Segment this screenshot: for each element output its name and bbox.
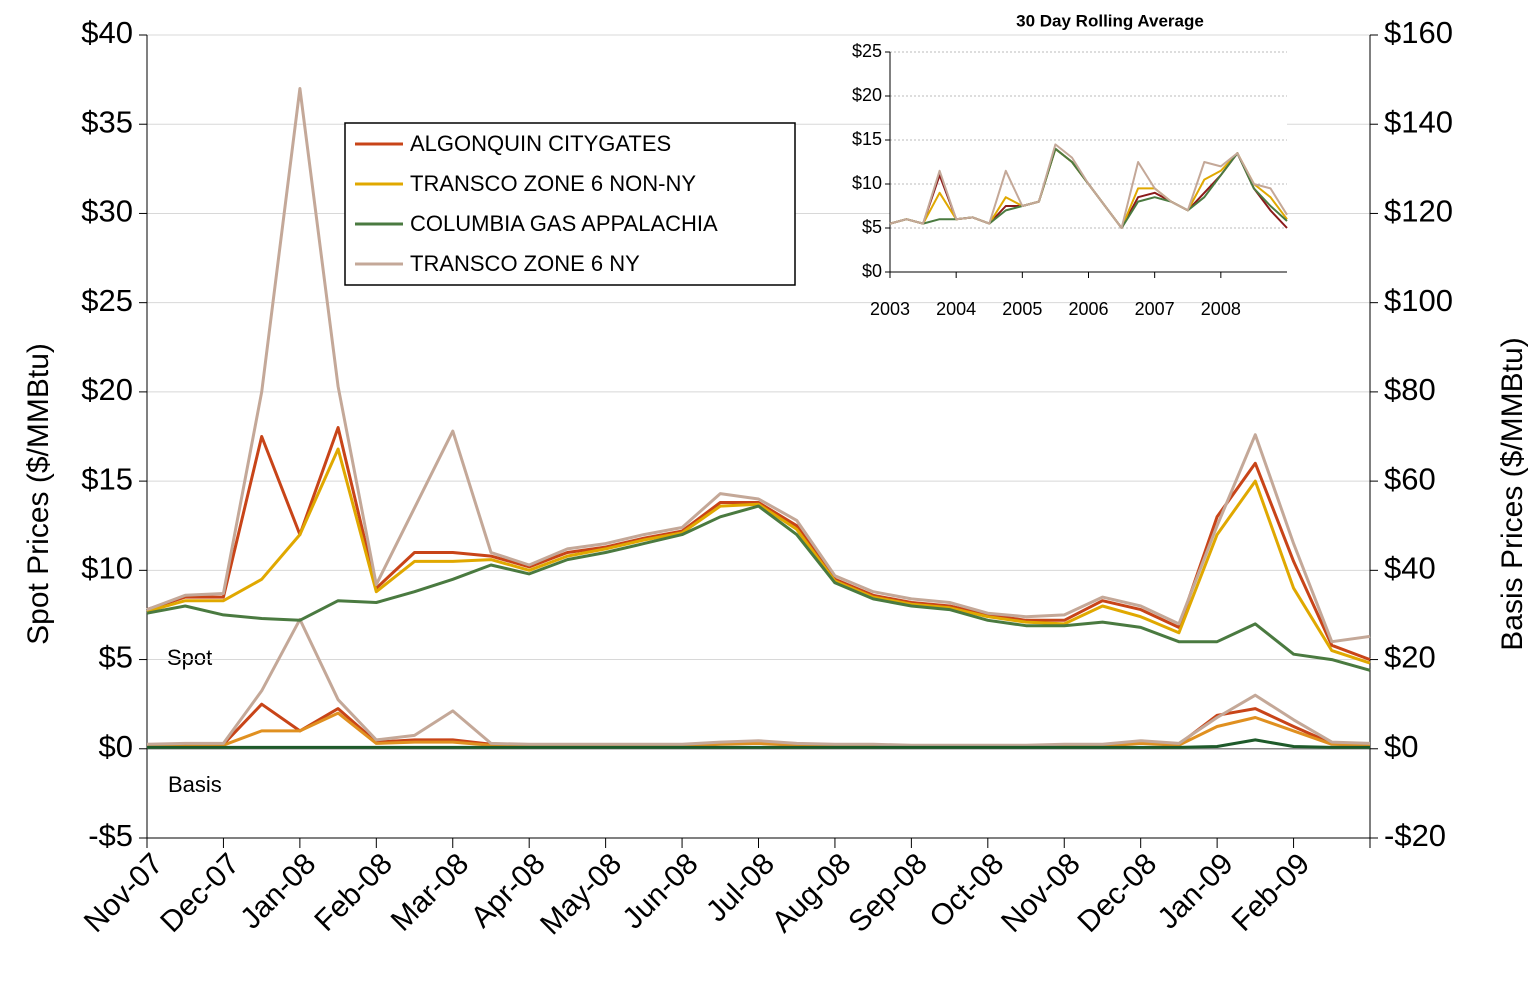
y-axis-title: Spot Prices ($/MMBtu) <box>22 343 55 645</box>
y-tick-label: -$5 <box>88 818 133 853</box>
x-tick-label: 2007 <box>1135 299 1175 319</box>
y2-axis-title: Basis Prices ($/MMBtu) <box>1496 337 1529 650</box>
x-tick-label: Dec-08 <box>1072 847 1164 939</box>
x-tick-label: 2004 <box>936 299 976 319</box>
series-line <box>146 504 1371 672</box>
inset-title: 30 Day Rolling Average <box>1016 11 1204 30</box>
series-line <box>146 711 1371 749</box>
series-line <box>146 87 1371 644</box>
y-tick-label: $15 <box>81 461 133 496</box>
x-tick-label: Aug-08 <box>766 847 858 939</box>
x-tick-label: Dec-07 <box>154 847 246 939</box>
series-line <box>146 447 1371 665</box>
legend-label: ALGONQUIN CITYGATES <box>410 131 671 156</box>
legend-label: TRANSCO ZONE 6 NY <box>410 251 640 276</box>
y2-tick-label: $140 <box>1384 104 1453 139</box>
x-tick-label: Oct-08 <box>923 847 1010 934</box>
series-line <box>147 738 1370 749</box>
y-tick-label: $40 <box>81 15 133 50</box>
y2-tick-label: $100 <box>1384 283 1453 318</box>
annotation: Spot <box>167 645 212 670</box>
x-tick-label: Nov-07 <box>78 847 170 939</box>
y2-tick-label: $120 <box>1384 194 1453 229</box>
y-tick-label: $5 <box>99 640 133 675</box>
y-tick-label: $15 <box>852 129 882 149</box>
inset-background <box>890 52 1287 272</box>
y-tick-label: $25 <box>852 41 882 61</box>
x-tick-label: Nov-08 <box>995 847 1087 939</box>
y-tick-label: $10 <box>81 551 133 586</box>
y-tick-label: $0 <box>99 729 133 764</box>
y-tick-label: $25 <box>81 283 133 318</box>
series-line <box>889 143 1288 229</box>
y-tick-label: $10 <box>852 173 882 193</box>
y-tick-label: $20 <box>852 85 882 105</box>
x-tick-label: 2006 <box>1068 299 1108 319</box>
x-tick-label: Sep-08 <box>842 847 934 939</box>
y-tick-label: $20 <box>81 372 133 407</box>
x-tick-label: Jun-08 <box>616 847 704 935</box>
x-tick-label: Mar-08 <box>385 847 476 938</box>
x-tick-label: Jan-08 <box>234 847 322 935</box>
x-tick-label: 2005 <box>1002 299 1042 319</box>
y-tick-label: $35 <box>81 104 133 139</box>
y-tick-label: $0 <box>862 261 882 281</box>
x-tick-label: Feb-09 <box>1226 847 1317 938</box>
y2-tick-label: -$20 <box>1384 818 1446 853</box>
series-line <box>146 617 1371 747</box>
legend-label: TRANSCO ZONE 6 NON-NY <box>410 171 696 196</box>
y2-tick-label: $60 <box>1384 461 1436 496</box>
x-tick-label: 2008 <box>1201 299 1241 319</box>
x-tick-label: Feb-08 <box>308 847 399 938</box>
series-line <box>146 426 1371 662</box>
y-tick-label: $30 <box>81 194 133 229</box>
annotation: Basis <box>168 772 222 797</box>
x-tick-label: Jan-09 <box>1151 847 1239 935</box>
legend-label: COLUMBIA GAS APPALACHIA <box>410 211 718 236</box>
y2-tick-label: $160 <box>1384 15 1453 50</box>
legend <box>344 122 796 286</box>
y-tick-label: $5 <box>862 217 882 237</box>
y2-tick-label: $40 <box>1384 551 1436 586</box>
y2-tick-label: $80 <box>1384 372 1436 407</box>
x-tick-label: 2003 <box>870 299 910 319</box>
x-tick-label: May-08 <box>534 847 628 941</box>
y2-tick-label: $20 <box>1384 640 1436 675</box>
y2-tick-label: $0 <box>1384 729 1418 764</box>
